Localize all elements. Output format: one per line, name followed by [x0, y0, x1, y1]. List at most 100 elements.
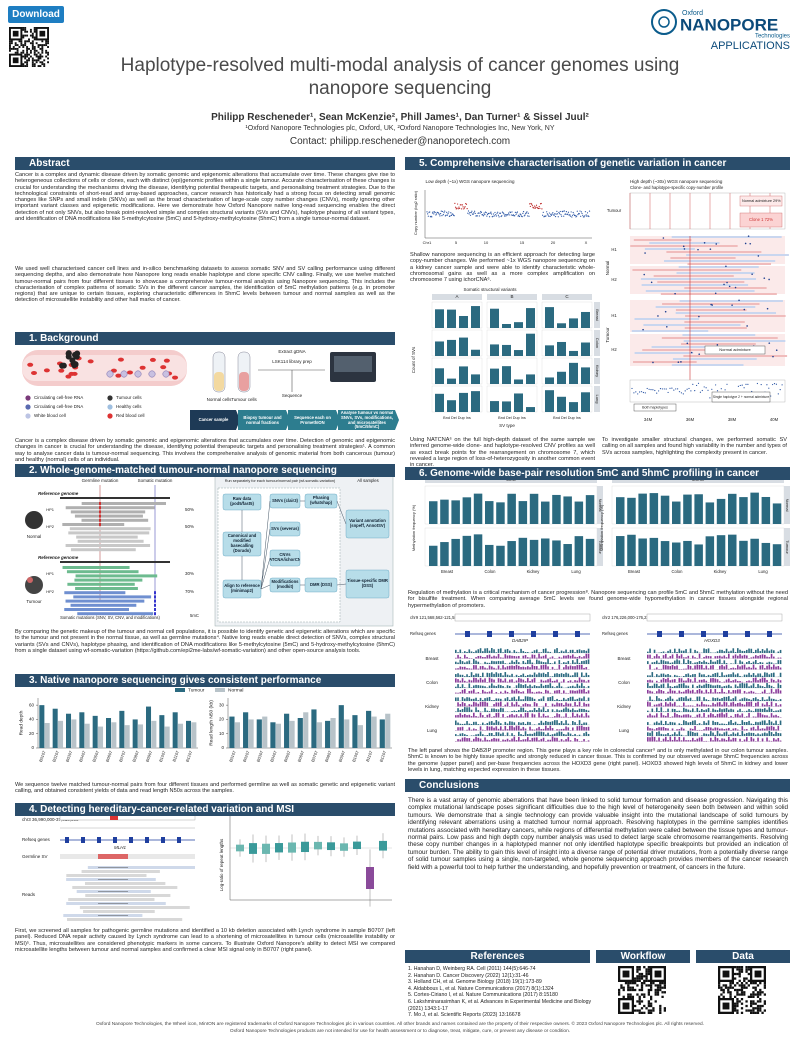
shape: [638, 995, 641, 998]
shape: [732, 698, 735, 701]
shape: [471, 349, 480, 356]
shape: [587, 685, 590, 688]
shape: [482, 740, 484, 742]
shape: [701, 631, 706, 637]
shape: [640, 278, 757, 280]
shape: [497, 698, 500, 701]
shape: [647, 675, 649, 677]
shape: [473, 685, 475, 688]
shape: [721, 723, 723, 725]
shape: [514, 379, 523, 384]
shape: [515, 710, 518, 712]
bar: [132, 719, 138, 748]
shape: [663, 991, 666, 994]
baf-point: [760, 383, 762, 386]
shape: [741, 713, 744, 718]
shape: [732, 723, 735, 725]
shape: [766, 683, 768, 688]
shape: [636, 993, 639, 996]
shape: [551, 736, 554, 742]
cn-point: [575, 216, 577, 218]
cn-point: [548, 212, 551, 214]
shape: [779, 667, 782, 670]
shape: [526, 308, 535, 328]
shape: [680, 740, 683, 742]
shape: [703, 684, 705, 688]
shape: [491, 683, 493, 688]
shape: [565, 649, 567, 653]
shape: [734, 737, 737, 742]
shape: [746, 674, 748, 677]
shape: [683, 728, 685, 731]
shape: [674, 674, 676, 677]
cell: [87, 359, 94, 364]
shape: [656, 993, 660, 996]
shape: [41, 46, 44, 48]
shape: [757, 712, 759, 718]
legend-swatch: [107, 404, 113, 410]
cn-point: [491, 213, 493, 215]
shape: [366, 867, 374, 889]
shape: [22, 36, 25, 39]
cn-point: [529, 205, 531, 208]
shape: [698, 684, 701, 688]
shape: [660, 679, 663, 683]
shape: [518, 725, 520, 731]
shape: [694, 662, 696, 664]
legend-swatch: [25, 404, 31, 410]
cn-point: [486, 215, 488, 217]
shape: [724, 986, 728, 989]
shape: [687, 731, 690, 736]
shape: [495, 720, 498, 725]
shape: [459, 739, 462, 742]
shape: [729, 993, 732, 996]
shape: [594, 358, 600, 384]
shape: [487, 631, 492, 637]
shape: [99, 510, 101, 514]
shape: [513, 690, 516, 694]
shape: [29, 55, 32, 58]
shape: [653, 704, 656, 707]
shape: [99, 518, 101, 522]
shape: [750, 657, 753, 659]
shape: [491, 660, 493, 664]
pipeline-box: DMR (DSS): [310, 582, 332, 587]
shape: [491, 678, 493, 683]
pipeline-text: Tissue-specific DMR (DSS): [347, 578, 388, 588]
shape: [578, 697, 581, 701]
shape: [488, 677, 491, 683]
shape: [493, 700, 495, 701]
shape: [495, 692, 498, 694]
cell: [60, 362, 67, 369]
shape: [665, 715, 667, 718]
shape: [739, 649, 741, 653]
shape: [784, 486, 790, 524]
shape: [736, 972, 739, 976]
shape: [756, 1007, 760, 1010]
variant: [728, 285, 731, 288]
shape: [761, 649, 764, 653]
shape: [572, 675, 574, 677]
shape: [653, 729, 656, 731]
download-button[interactable]: Download: [8, 6, 64, 23]
cn-point: [480, 210, 482, 213]
reference: 7. Mo J, et al. Scientific Reports (2023…: [408, 1012, 521, 1019]
shape: [705, 665, 708, 670]
x-tick-label: B0707: [118, 749, 127, 762]
shape: [656, 660, 658, 664]
shape: [538, 712, 540, 718]
cell: [134, 370, 142, 378]
section-heading: 5. Comprehensive characterisation of gen…: [405, 157, 790, 170]
shape: [26, 51, 29, 54]
shape: [716, 702, 719, 707]
shape: [457, 714, 459, 718]
variant: [677, 361, 680, 363]
shape: [31, 34, 34, 37]
shape: [522, 666, 525, 670]
shape: [647, 683, 649, 688]
shape: [745, 982, 748, 985]
shape: [464, 662, 466, 664]
shape: [558, 673, 561, 677]
shape: [497, 709, 500, 712]
shape: [552, 494, 561, 524]
